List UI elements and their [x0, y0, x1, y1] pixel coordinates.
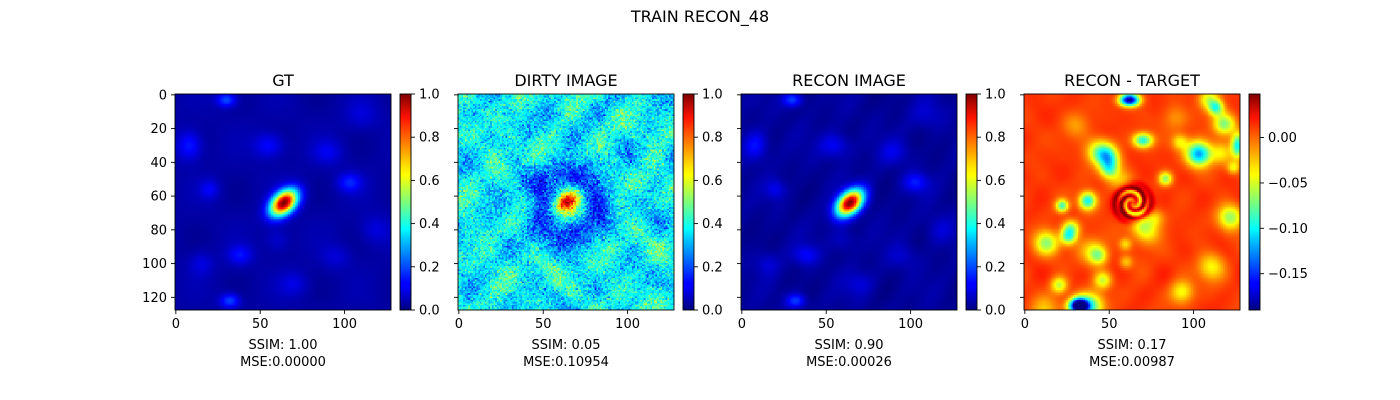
mse-label: MSE:0.00000	[240, 355, 326, 370]
ssim-label: SSIM: 0.05	[531, 338, 600, 353]
ssim-label: SSIM: 1.00	[248, 338, 317, 353]
colorbar-tick-label: 0.8	[985, 131, 1006, 146]
x-axis: 0 50 100	[738, 310, 923, 332]
x-tick-label: 50	[1101, 317, 1118, 332]
figure-suptitle: TRAIN RECON_48	[630, 7, 769, 27]
colorbar	[1248, 93, 1261, 311]
panel-recon-minus-target: RECON - TARGET 0 50 100 0.00 −0.05 −0.10 −0.1…	[1020, 71, 1308, 370]
y-axis	[454, 94, 458, 298]
x-tick-label: 0	[172, 317, 180, 332]
colorbar-tick-label: 1.0	[702, 88, 723, 103]
x-tick-label: 100	[1181, 317, 1206, 332]
colorbar-tick-label: −0.05	[1268, 176, 1308, 191]
colorbar-tick-label: 0.2	[702, 260, 723, 275]
x-tick-label: 100	[615, 317, 640, 332]
plot-frame	[457, 93, 675, 311]
colorbar-tick-label: 0.0	[985, 304, 1006, 319]
colorbar-tick-label: 0.0	[419, 304, 440, 319]
heatmap-image	[1024, 94, 1240, 310]
mse-label: MSE:0.10954	[523, 355, 609, 370]
panel-title: RECON - TARGET	[1064, 71, 1200, 90]
colorbar-axis: 0.0 0.2 0.4 0.6 0.8 1.0	[694, 88, 723, 319]
y-axis: 0 20 40 60 80 100 120	[142, 88, 175, 306]
panel-title: DIRTY IMAGE	[514, 71, 617, 90]
x-tick-label: 50	[535, 317, 552, 332]
y-tick-label: 0	[159, 88, 167, 103]
y-tick-label: 60	[150, 190, 167, 205]
y-axis	[1020, 94, 1024, 298]
colorbar-axis: 0.00 −0.05 −0.10 −0.15	[1260, 131, 1308, 282]
colorbar-tick-label: 0.00	[1268, 131, 1297, 146]
y-tick-label: 120	[142, 291, 167, 306]
colorbar-tick-label: −0.10	[1268, 222, 1308, 237]
colorbar-tick-label: 0.0	[702, 304, 723, 319]
colorbar-tick-label: 1.0	[985, 88, 1006, 103]
colorbar-axis: 0.0 0.2 0.4 0.6 0.8 1.0	[977, 88, 1006, 319]
panel-dirty-image: DIRTY IMAGE 0 50 100 0.0 0.2 0.4 0.6 0.8 1.0 SS…	[454, 71, 723, 370]
heatmap-image	[741, 94, 957, 310]
colorbar	[399, 93, 412, 311]
x-axis: 0 50 100	[1021, 310, 1206, 332]
x-tick-label: 0	[455, 317, 463, 332]
panel-title: GT	[272, 71, 294, 90]
ssim-label: SSIM: 0.17	[1097, 338, 1166, 353]
y-tick-label: 40	[150, 156, 167, 171]
plot-frame	[174, 93, 392, 311]
colorbar	[965, 93, 978, 311]
colorbar-tick-label: −0.15	[1268, 267, 1308, 282]
heatmap-image	[458, 94, 674, 310]
colorbar-tick-label: 0.2	[985, 260, 1006, 275]
mse-label: MSE:0.00026	[806, 355, 892, 370]
colorbar-axis: 0.0 0.2 0.4 0.6 0.8 1.0	[411, 88, 440, 319]
x-tick-label: 100	[332, 317, 357, 332]
x-axis: 0 50 100	[455, 310, 640, 332]
x-tick-label: 50	[252, 317, 269, 332]
panel-title: RECON IMAGE	[792, 71, 906, 90]
ssim-label: SSIM: 0.90	[814, 338, 883, 353]
x-tick-label: 0	[738, 317, 746, 332]
colorbar-tick-label: 0.8	[702, 131, 723, 146]
x-axis: 0 50 100	[172, 310, 357, 332]
x-tick-label: 0	[1021, 317, 1029, 332]
colorbar-tick-label: 0.4	[702, 217, 723, 232]
x-tick-label: 100	[898, 317, 923, 332]
colorbar	[682, 93, 695, 311]
plot-frame	[740, 93, 958, 311]
colorbar-tick-label: 0.6	[985, 174, 1006, 189]
y-tick-label: 100	[142, 257, 167, 272]
y-tick-label: 80	[150, 223, 167, 238]
colorbar-tick-label: 0.8	[419, 131, 440, 146]
y-tick-label: 20	[150, 122, 167, 137]
y-axis	[737, 94, 741, 298]
colorbar-tick-label: 1.0	[419, 88, 440, 103]
heatmap-image	[175, 94, 391, 310]
colorbar-tick-label: 0.6	[702, 174, 723, 189]
x-tick-label: 50	[818, 317, 835, 332]
colorbar-tick-label: 0.2	[419, 260, 440, 275]
colorbar-tick-label: 0.4	[985, 217, 1006, 232]
panel-recon-image: RECON IMAGE 0 50 100 0.0 0.2 0.4 0.6 0.8 1.0 SS…	[737, 71, 1006, 370]
mse-label: MSE:0.00987	[1089, 355, 1175, 370]
colorbar-tick-label: 0.6	[419, 174, 440, 189]
colorbar-tick-label: 0.4	[419, 217, 440, 232]
plot-frame	[1023, 93, 1241, 311]
